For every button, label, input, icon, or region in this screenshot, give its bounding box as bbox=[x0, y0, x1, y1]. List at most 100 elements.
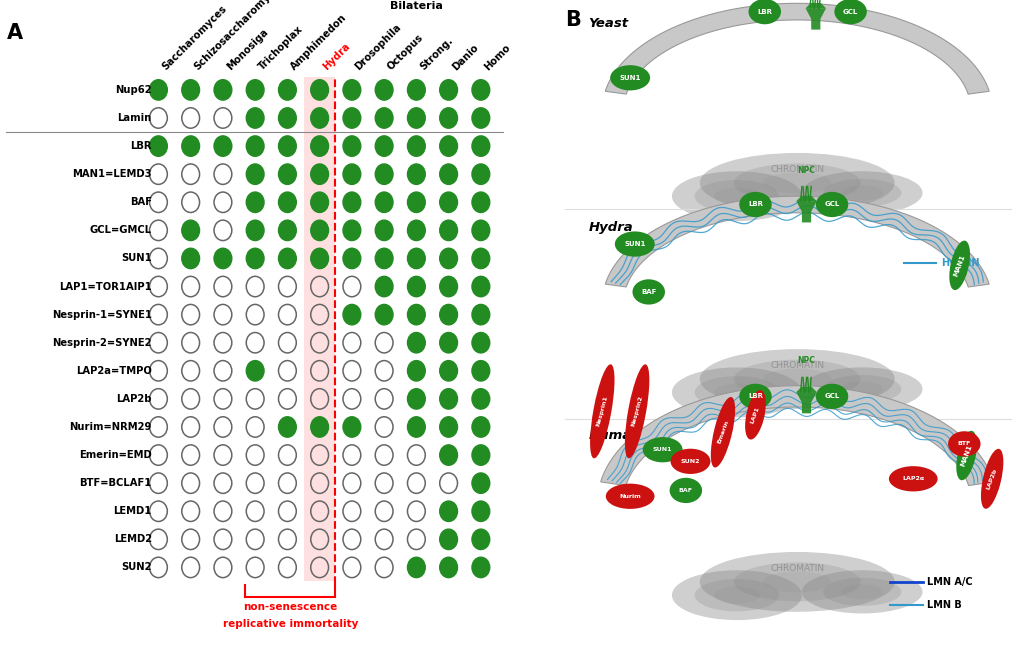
Circle shape bbox=[439, 445, 458, 466]
Text: non-senescence: non-senescence bbox=[243, 602, 337, 612]
Ellipse shape bbox=[762, 368, 830, 390]
Ellipse shape bbox=[625, 364, 649, 458]
Ellipse shape bbox=[822, 179, 901, 207]
Circle shape bbox=[246, 360, 264, 381]
Circle shape bbox=[439, 417, 458, 437]
Text: BAF: BAF bbox=[129, 198, 152, 207]
Circle shape bbox=[375, 80, 392, 100]
Circle shape bbox=[439, 164, 458, 184]
Text: Nurim=NRM29: Nurim=NRM29 bbox=[69, 422, 152, 432]
Text: NPC: NPC bbox=[797, 356, 814, 366]
Circle shape bbox=[472, 136, 489, 156]
Polygon shape bbox=[805, 8, 825, 29]
Text: Lamin: Lamin bbox=[117, 113, 152, 123]
Circle shape bbox=[472, 220, 489, 241]
Circle shape bbox=[407, 360, 425, 381]
Circle shape bbox=[375, 192, 392, 213]
Ellipse shape bbox=[822, 375, 901, 403]
Circle shape bbox=[407, 108, 425, 128]
Circle shape bbox=[472, 445, 489, 466]
Text: LBR: LBR bbox=[747, 201, 762, 207]
Circle shape bbox=[150, 80, 167, 100]
Ellipse shape bbox=[801, 570, 921, 613]
Circle shape bbox=[472, 248, 489, 269]
Circle shape bbox=[407, 220, 425, 241]
Ellipse shape bbox=[694, 579, 779, 611]
Circle shape bbox=[278, 108, 296, 128]
Text: Nup62: Nup62 bbox=[115, 85, 152, 95]
Text: Monosiga: Monosiga bbox=[224, 27, 269, 72]
Ellipse shape bbox=[713, 587, 759, 604]
Circle shape bbox=[342, 248, 361, 269]
Text: SUN1: SUN1 bbox=[624, 241, 645, 247]
Circle shape bbox=[472, 305, 489, 325]
Text: MAN1: MAN1 bbox=[959, 444, 972, 467]
Circle shape bbox=[375, 248, 392, 269]
Circle shape bbox=[311, 417, 328, 437]
Text: Nesprin-1=SYNE1: Nesprin-1=SYNE1 bbox=[52, 310, 152, 320]
Ellipse shape bbox=[947, 431, 979, 456]
Ellipse shape bbox=[801, 367, 921, 410]
Circle shape bbox=[311, 220, 328, 241]
Circle shape bbox=[246, 192, 264, 213]
Ellipse shape bbox=[669, 449, 710, 474]
Circle shape bbox=[439, 108, 458, 128]
Text: SUN1: SUN1 bbox=[652, 447, 672, 452]
Text: LAP2b: LAP2b bbox=[116, 394, 152, 404]
Ellipse shape bbox=[699, 153, 894, 213]
Text: LAP1: LAP1 bbox=[749, 406, 760, 424]
Text: HyLMN: HyLMN bbox=[941, 257, 978, 268]
Circle shape bbox=[278, 164, 296, 184]
Text: BAF: BAF bbox=[640, 289, 656, 295]
Circle shape bbox=[472, 164, 489, 184]
Text: LMN B: LMN B bbox=[926, 600, 961, 610]
Text: LAP2b: LAP2b bbox=[985, 467, 998, 490]
Ellipse shape bbox=[713, 188, 759, 205]
Text: NPC: NPC bbox=[797, 166, 814, 174]
Ellipse shape bbox=[762, 172, 830, 194]
Circle shape bbox=[439, 305, 458, 325]
Ellipse shape bbox=[672, 367, 801, 418]
Circle shape bbox=[375, 136, 392, 156]
Circle shape bbox=[278, 220, 296, 241]
Polygon shape bbox=[796, 196, 816, 201]
Circle shape bbox=[407, 388, 425, 409]
Ellipse shape bbox=[710, 397, 735, 467]
Circle shape bbox=[311, 192, 328, 213]
Text: Hydra: Hydra bbox=[588, 221, 633, 234]
Ellipse shape bbox=[815, 192, 848, 217]
Circle shape bbox=[311, 108, 328, 128]
Text: SUN1: SUN1 bbox=[619, 74, 640, 81]
Ellipse shape bbox=[699, 349, 894, 409]
Circle shape bbox=[439, 332, 458, 353]
Circle shape bbox=[342, 136, 361, 156]
Text: Trichoplax: Trichoplax bbox=[257, 24, 305, 72]
Text: GCL: GCL bbox=[842, 9, 857, 15]
Text: BTF=BCLAF1: BTF=BCLAF1 bbox=[79, 478, 152, 488]
Text: LAP1=TOR1AIP1: LAP1=TOR1AIP1 bbox=[59, 281, 152, 291]
Text: replicative immortality: replicative immortality bbox=[222, 618, 358, 628]
Circle shape bbox=[439, 501, 458, 521]
Text: LBR: LBR bbox=[747, 393, 762, 400]
Text: LBR: LBR bbox=[756, 9, 771, 15]
Circle shape bbox=[472, 332, 489, 353]
Circle shape bbox=[278, 80, 296, 100]
Circle shape bbox=[246, 136, 264, 156]
Ellipse shape bbox=[815, 384, 848, 409]
Ellipse shape bbox=[745, 390, 765, 440]
Text: CHROMATIN: CHROMATIN bbox=[769, 165, 823, 174]
Text: LBR: LBR bbox=[130, 141, 152, 151]
Ellipse shape bbox=[733, 164, 860, 202]
Circle shape bbox=[407, 305, 425, 325]
Text: LAP2α: LAP2α bbox=[902, 476, 923, 481]
Circle shape bbox=[311, 80, 328, 100]
Ellipse shape bbox=[949, 241, 969, 290]
Text: Yeast: Yeast bbox=[588, 17, 628, 30]
Circle shape bbox=[407, 557, 425, 578]
Ellipse shape bbox=[672, 171, 801, 221]
Circle shape bbox=[342, 220, 361, 241]
Circle shape bbox=[246, 80, 264, 100]
Text: GCL: GCL bbox=[823, 201, 839, 207]
Text: Bilateria: Bilateria bbox=[389, 1, 442, 11]
Circle shape bbox=[472, 557, 489, 578]
